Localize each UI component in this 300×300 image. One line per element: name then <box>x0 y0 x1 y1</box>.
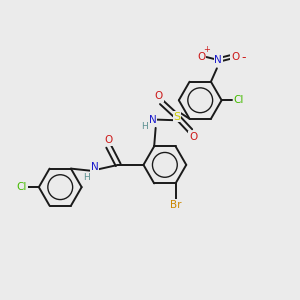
Text: O: O <box>189 132 197 142</box>
Text: +: + <box>203 45 210 54</box>
Text: Cl: Cl <box>17 182 27 192</box>
Text: N: N <box>91 162 98 172</box>
Text: Br: Br <box>170 200 181 210</box>
Text: H: H <box>83 173 89 182</box>
Text: N: N <box>214 55 222 65</box>
Text: -: - <box>241 51 246 64</box>
Text: O: O <box>231 52 239 62</box>
Text: N: N <box>149 115 157 124</box>
Text: S: S <box>173 112 181 122</box>
Text: O: O <box>197 52 206 62</box>
Text: O: O <box>105 136 113 146</box>
Text: Cl: Cl <box>233 95 244 105</box>
Text: O: O <box>154 92 163 101</box>
Text: H: H <box>141 122 148 131</box>
